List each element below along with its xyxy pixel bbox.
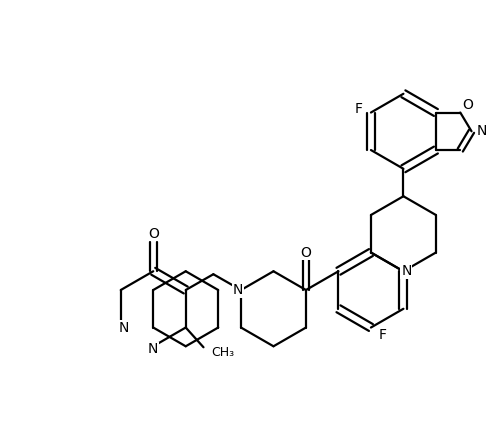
Text: O: O [301,246,311,260]
Text: F: F [379,329,387,342]
Text: N: N [476,124,487,138]
Text: O: O [463,98,474,112]
Text: N: N [401,264,412,278]
Text: N: N [119,320,129,335]
Text: N: N [148,342,158,356]
Text: O: O [148,227,159,241]
Text: CH₃: CH₃ [211,346,235,359]
Text: N: N [233,283,243,297]
Text: F: F [355,101,363,116]
